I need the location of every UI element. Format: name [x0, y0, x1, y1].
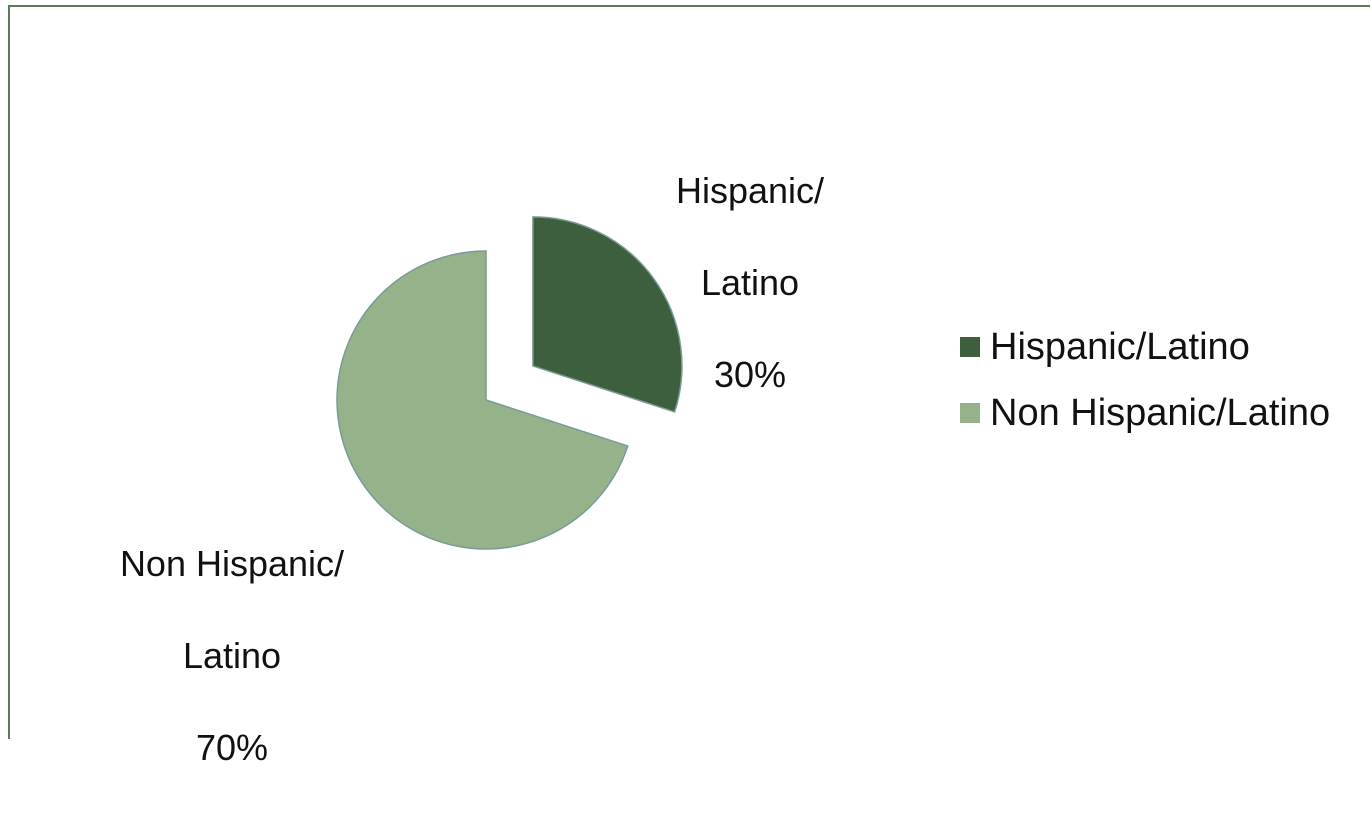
- legend-label: Hispanic/Latino: [990, 325, 1250, 368]
- chart-frame: [8, 5, 1370, 739]
- pie-slices: [336, 216, 683, 550]
- pie-slice-hispanic-latino: [532, 216, 683, 413]
- pie-chart: [336, 216, 683, 550]
- legend-item-hispanic-latino: Hispanic/Latino: [960, 322, 1330, 372]
- data-label-line: Hispanic/: [675, 170, 825, 211]
- legend: Hispanic/Latino Non Hispanic/Latino: [960, 322, 1330, 454]
- data-label-line: Latino: [182, 635, 282, 676]
- data-label-line: Non Hispanic/: [119, 543, 345, 584]
- data-label-value: 70%: [195, 727, 269, 768]
- legend-swatch: [960, 337, 980, 357]
- legend-label: Non Hispanic/Latino: [990, 391, 1331, 434]
- data-label-line: Latino: [700, 262, 800, 303]
- data-label-hispanic-latino: Hispanic/ Latino 30%: [590, 122, 910, 444]
- data-label-value: 30%: [713, 354, 787, 395]
- pie-slice-non-hispanic-latino: [336, 250, 629, 550]
- legend-swatch: [960, 403, 980, 423]
- data-label-non-hispanic-latino: Non Hispanic/ Latino 70%: [72, 495, 392, 817]
- legend-item-non-hispanic-latino: Non Hispanic/Latino: [960, 388, 1330, 438]
